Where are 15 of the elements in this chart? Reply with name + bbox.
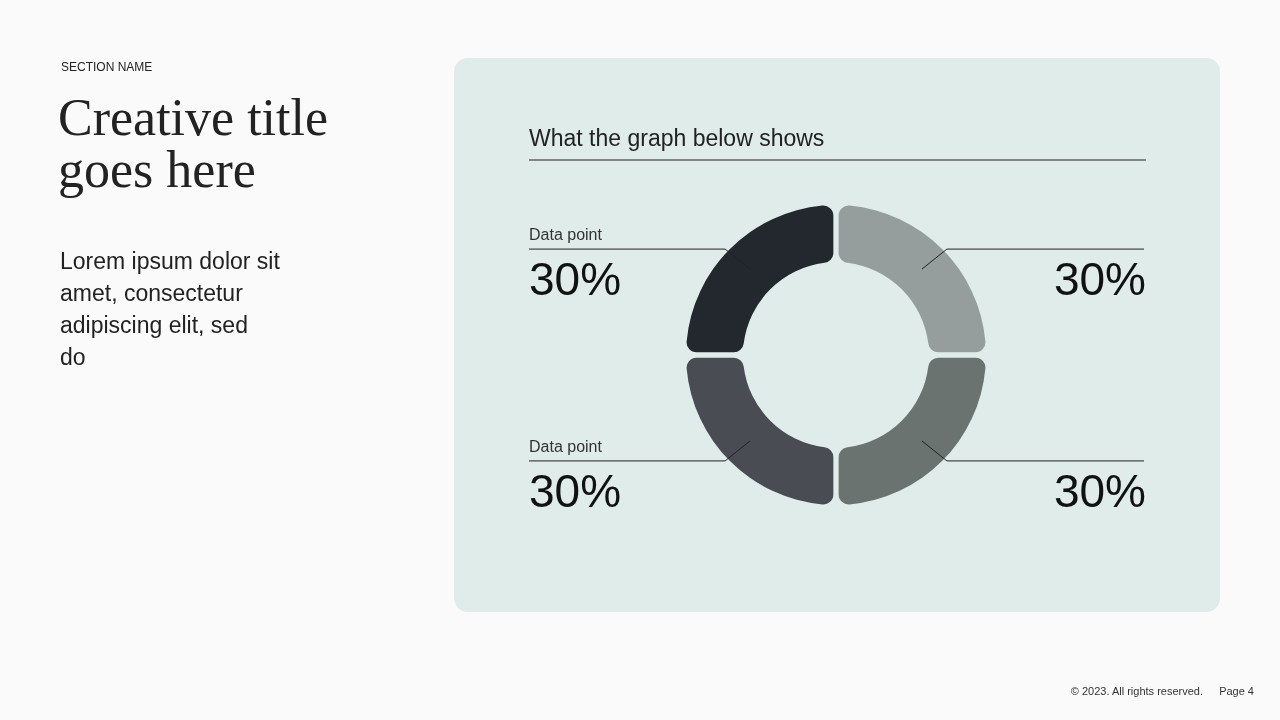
slice-label: Data point	[529, 437, 603, 455]
slice-label: Data point	[529, 226, 603, 244]
data-label: 30%	[1053, 464, 1146, 517]
data-label: 30%	[1053, 253, 1146, 306]
text: © 2023. All rights reserved.	[1070, 685, 1203, 697]
text: Lorem ipsum dolor sit amet, consectetur adipiscing elit, sed do	[60, 248, 281, 370]
chart-title: Creative title goes here	[58, 89, 329, 198]
text: Page 4	[1219, 685, 1254, 697]
text: SECTION NAME	[61, 60, 153, 74]
donut-slice	[686, 357, 834, 505]
donut-slice	[838, 205, 986, 353]
donut-slice	[838, 357, 986, 505]
data-label: 30%	[529, 464, 622, 517]
data-label: 30%	[529, 253, 622, 306]
chart-subtitle: What the graph below shows	[529, 125, 825, 151]
